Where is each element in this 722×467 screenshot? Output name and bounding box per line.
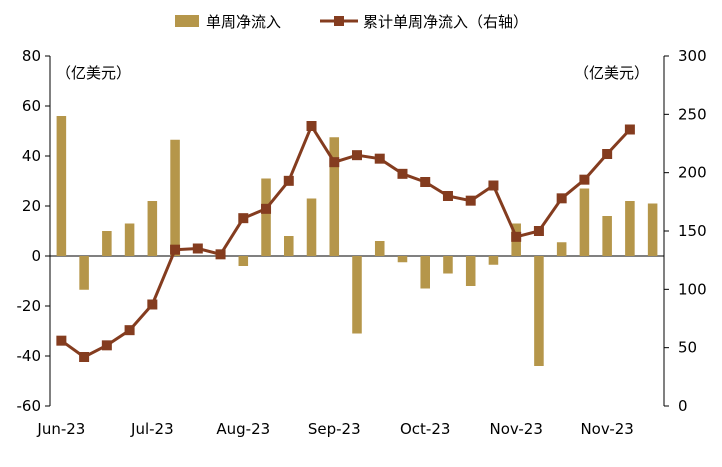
x-tick-label: Nov-23 <box>580 420 633 438</box>
right-tick-label: 250 <box>678 105 707 123</box>
line-series <box>56 121 635 362</box>
left-tick-label: -20 <box>17 297 42 315</box>
series-line <box>60 124 631 359</box>
right-tick-label: 100 <box>678 280 707 298</box>
line-point <box>170 244 181 255</box>
bar <box>534 256 544 366</box>
line-point <box>374 153 385 164</box>
line-point <box>579 174 590 185</box>
left-tick-label: 80 <box>22 47 41 65</box>
bar <box>261 178 271 256</box>
line-point <box>283 175 294 186</box>
line-point <box>124 325 135 336</box>
x-tick-label: Sep-23 <box>308 420 361 438</box>
bar <box>488 256 499 265</box>
left-tick-label: 40 <box>22 147 41 165</box>
line-point <box>624 124 635 135</box>
bar <box>602 216 612 256</box>
line-point <box>215 249 226 260</box>
legend-line-label: 累计单周净流入（右轴） <box>363 13 528 31</box>
bar <box>556 242 567 256</box>
left-tick-label: 0 <box>31 247 41 265</box>
bar <box>238 256 249 266</box>
bar <box>170 139 180 256</box>
line-point <box>352 150 362 161</box>
bar <box>443 256 453 274</box>
bar <box>329 137 340 256</box>
left-axis-unit: （亿美元） <box>56 64 131 82</box>
bar <box>306 198 317 256</box>
line-point <box>442 191 453 201</box>
bar <box>420 256 430 289</box>
right-tick-label: 50 <box>678 339 697 357</box>
line-point <box>147 299 158 310</box>
x-tick-label: Jun-23 <box>36 420 85 438</box>
legend-line-swatch-marker <box>334 16 344 26</box>
line-point <box>465 195 476 206</box>
right-tick-label: 0 <box>678 397 688 415</box>
left-tick-label: 20 <box>22 197 41 215</box>
bar <box>625 201 635 256</box>
right-tick-label: 200 <box>678 164 707 182</box>
x-tick-label: Nov-23 <box>489 420 542 438</box>
line-point <box>192 243 203 254</box>
bar-series <box>56 116 658 366</box>
line-point <box>488 180 499 191</box>
line-point <box>602 149 613 159</box>
x-axis-ticks: Jun-23 Jul-23 Aug-23 Sep-23 Oct-23 Nov-23 Nov-… <box>36 420 633 438</box>
line-point <box>329 157 340 168</box>
line-point <box>420 177 431 187</box>
line-point <box>556 193 567 204</box>
legend-bar-label: 单周净流入 <box>206 13 281 31</box>
bar <box>124 223 135 256</box>
bar <box>397 256 408 263</box>
x-tick-label: Oct-23 <box>400 420 450 438</box>
x-tick-label: Aug-23 <box>216 420 270 438</box>
left-tick-label: -60 <box>17 397 42 415</box>
line-point <box>511 231 522 242</box>
left-tick-label: 60 <box>22 97 41 115</box>
bar <box>56 116 67 256</box>
bar <box>374 241 385 256</box>
line-point <box>79 352 90 362</box>
line-point <box>101 340 112 351</box>
line-point <box>238 213 249 224</box>
right-axis-unit: （亿美元） <box>574 64 649 82</box>
bar <box>352 256 362 334</box>
bar <box>465 256 476 286</box>
legend: 单周净流入 累计单周净流入（右轴） <box>175 13 528 31</box>
bar <box>102 231 112 256</box>
bar <box>147 201 158 256</box>
left-axis-ticks: 80 60 40 20 0 -20 -40 -60 <box>17 47 50 415</box>
bar <box>647 203 658 256</box>
bar <box>79 256 89 290</box>
right-tick-label: 300 <box>678 47 707 65</box>
bar <box>579 188 590 256</box>
legend-bar-swatch <box>175 15 199 27</box>
right-tick-label: 150 <box>678 222 707 240</box>
left-tick-label: -40 <box>17 347 42 365</box>
line-point <box>533 226 544 236</box>
right-axis-ticks: 300 250 200 150 100 50 0 <box>664 47 707 415</box>
line-point <box>261 203 272 214</box>
line-point <box>56 335 67 346</box>
line-point <box>306 121 317 131</box>
bar <box>284 236 294 256</box>
x-tick-label: Jul-23 <box>130 420 174 438</box>
line-point <box>397 168 408 179</box>
